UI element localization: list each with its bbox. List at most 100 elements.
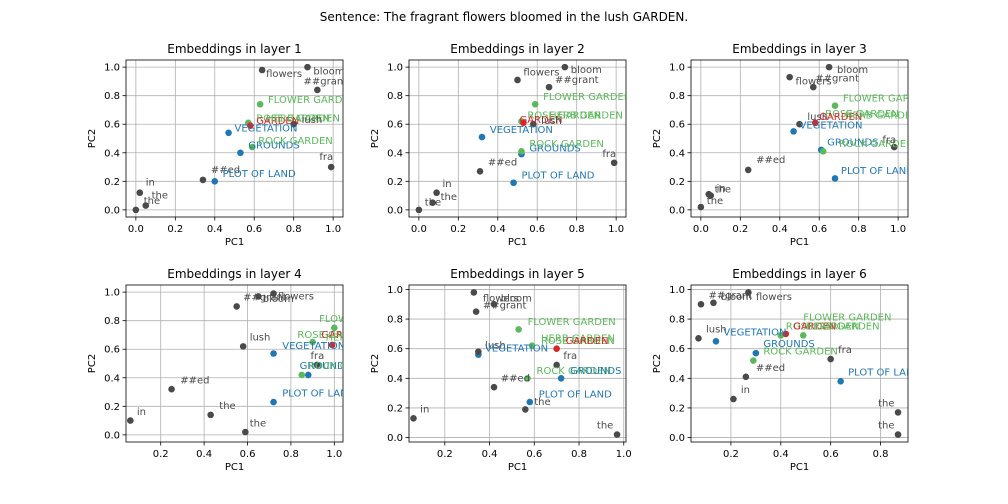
data-point-blue [790,128,797,135]
data-point-dark [610,159,618,167]
data-point-dark [199,176,207,184]
data-point-dark [745,289,752,296]
point-label: ROCK GARDEN [308,361,383,372]
x-tick-label: 0.6 [823,449,839,460]
data-point-dark [796,120,803,128]
data-point-blue [237,149,244,157]
point-label: lush [807,112,828,123]
point-label: bloom [721,292,752,303]
point-label: the [219,401,235,412]
point-label: FLOWER GARDEN [803,313,891,324]
point-label: ROCK GARDEN [537,366,612,377]
x-axis-label: PC1 [508,237,527,248]
data-point-dark [255,293,262,300]
data-point-dark [270,290,277,297]
y-tick-label: 0.6 [387,120,403,131]
point-label: lush [706,324,727,335]
point-label: in [137,407,146,418]
subplot-title: Embeddings in layer 4 [167,267,301,281]
data-point-blue [304,371,312,379]
point-label: PLOT OF LAND [521,170,594,181]
x-tick-label: 0.8 [571,449,587,460]
data-point-dark [476,168,484,175]
data-point-red [782,330,790,338]
axes-frame [125,59,344,218]
y-tick-label: 0.8 [104,316,120,327]
y-tick-label: 0.4 [387,374,403,385]
subplot-1: 0.0 0.2 0.4 0.6 0.8 1.0 0.0 0.2 0.4 0.6 0.8 1.0 Embe… [87,42,356,248]
point-label: the [144,196,160,207]
data-point-green [524,375,531,382]
point-label: fra [838,345,852,356]
data-point-blue [712,337,720,345]
point-label: HERB GARDEN [266,113,340,124]
point-label: HERB GARDEN [541,333,615,344]
y-tick-label: 0.8 [669,91,685,102]
x-tick-label: 0.2 [437,449,453,460]
point-label: in [420,404,429,415]
data-point-dark [429,199,436,207]
subplot-5: 0.2 0.4 0.6 0.8 1.0 0.0 0.2 0.4 0.6 0.8 1.0 Embeddi… [370,267,632,473]
x-axis-label: PC1 [790,462,809,473]
y-tick-label: 0.6 [669,344,685,355]
point-label: bloom [501,293,532,304]
point-label: ROSE GARDEN [256,113,330,124]
point-label: the [707,196,723,207]
point-label: ##grant [815,73,859,84]
x-tick-label: 0.4 [207,224,223,235]
data-point-dark [242,428,249,436]
y-tick-label: 0.2 [669,177,685,188]
point-label: ROCK GARDEN [258,136,333,147]
point-label: VEGETATION [485,344,548,355]
data-point-dark [810,83,817,91]
x-tick-label: 1.0 [325,224,341,235]
x-tick-label: 0.8 [286,224,302,235]
y-tick-label: 0.6 [387,344,403,355]
x-tick-label: 0.0 [128,224,144,235]
point-label: fra [310,351,324,362]
point-label: flowers [523,68,559,79]
data-point-green [819,148,827,155]
y-tick-label: 0.2 [387,403,403,414]
data-point-blue [510,179,517,187]
x-tick-label: 0.4 [773,449,789,460]
data-point-dark [890,143,898,151]
subplot-4: 0.2 0.4 0.6 0.8 1.0 0.0 0.2 0.4 0.6 0.8 1.0 Embeddi… [87,267,383,473]
data-point-dark [127,417,134,424]
x-tick-label: 0.8 [283,449,299,460]
x-tick-label: 0.4 [482,449,498,460]
y-axis-label: PC2 [87,354,98,373]
data-point-red [811,119,819,127]
data-point-green [750,357,757,364]
data-point-red [246,122,254,129]
point-label: in [146,178,155,189]
y-axis-label: PC2 [370,129,381,148]
axes-frame [408,59,627,218]
subplot-3: 0.0 0.2 0.4 0.6 0.8 1.0 0.0 0.2 0.4 0.6 0.8 1.0 Embe… [652,42,909,248]
point-label: HERB GARDEN [549,111,623,122]
subplot-title: Embeddings in layer 3 [732,42,866,56]
point-label: in [717,183,726,194]
y-tick-label: 1.0 [104,63,120,74]
y-tick-label: 0.2 [669,403,685,414]
x-tick-label: 1.0 [616,449,632,460]
data-point-dark [613,431,621,438]
y-axis-label: PC2 [87,129,98,148]
y-tick-label: 1.0 [387,285,403,296]
axes-frame [408,284,627,443]
data-point-green [831,102,839,109]
y-tick-label: 0.8 [387,315,403,326]
data-point-green [518,148,525,155]
data-point-dark [132,206,140,214]
point-label: FLOWER GARDEN [268,95,356,106]
data-point-green [256,100,264,108]
figure-suptitle: Sentence: The fragrant flowers bloomed i… [320,10,688,24]
y-tick-label: 0.4 [104,373,120,384]
x-tick-label: 0.0 [693,224,709,235]
data-point-red [328,341,336,349]
point-label: ##grant [304,76,348,87]
